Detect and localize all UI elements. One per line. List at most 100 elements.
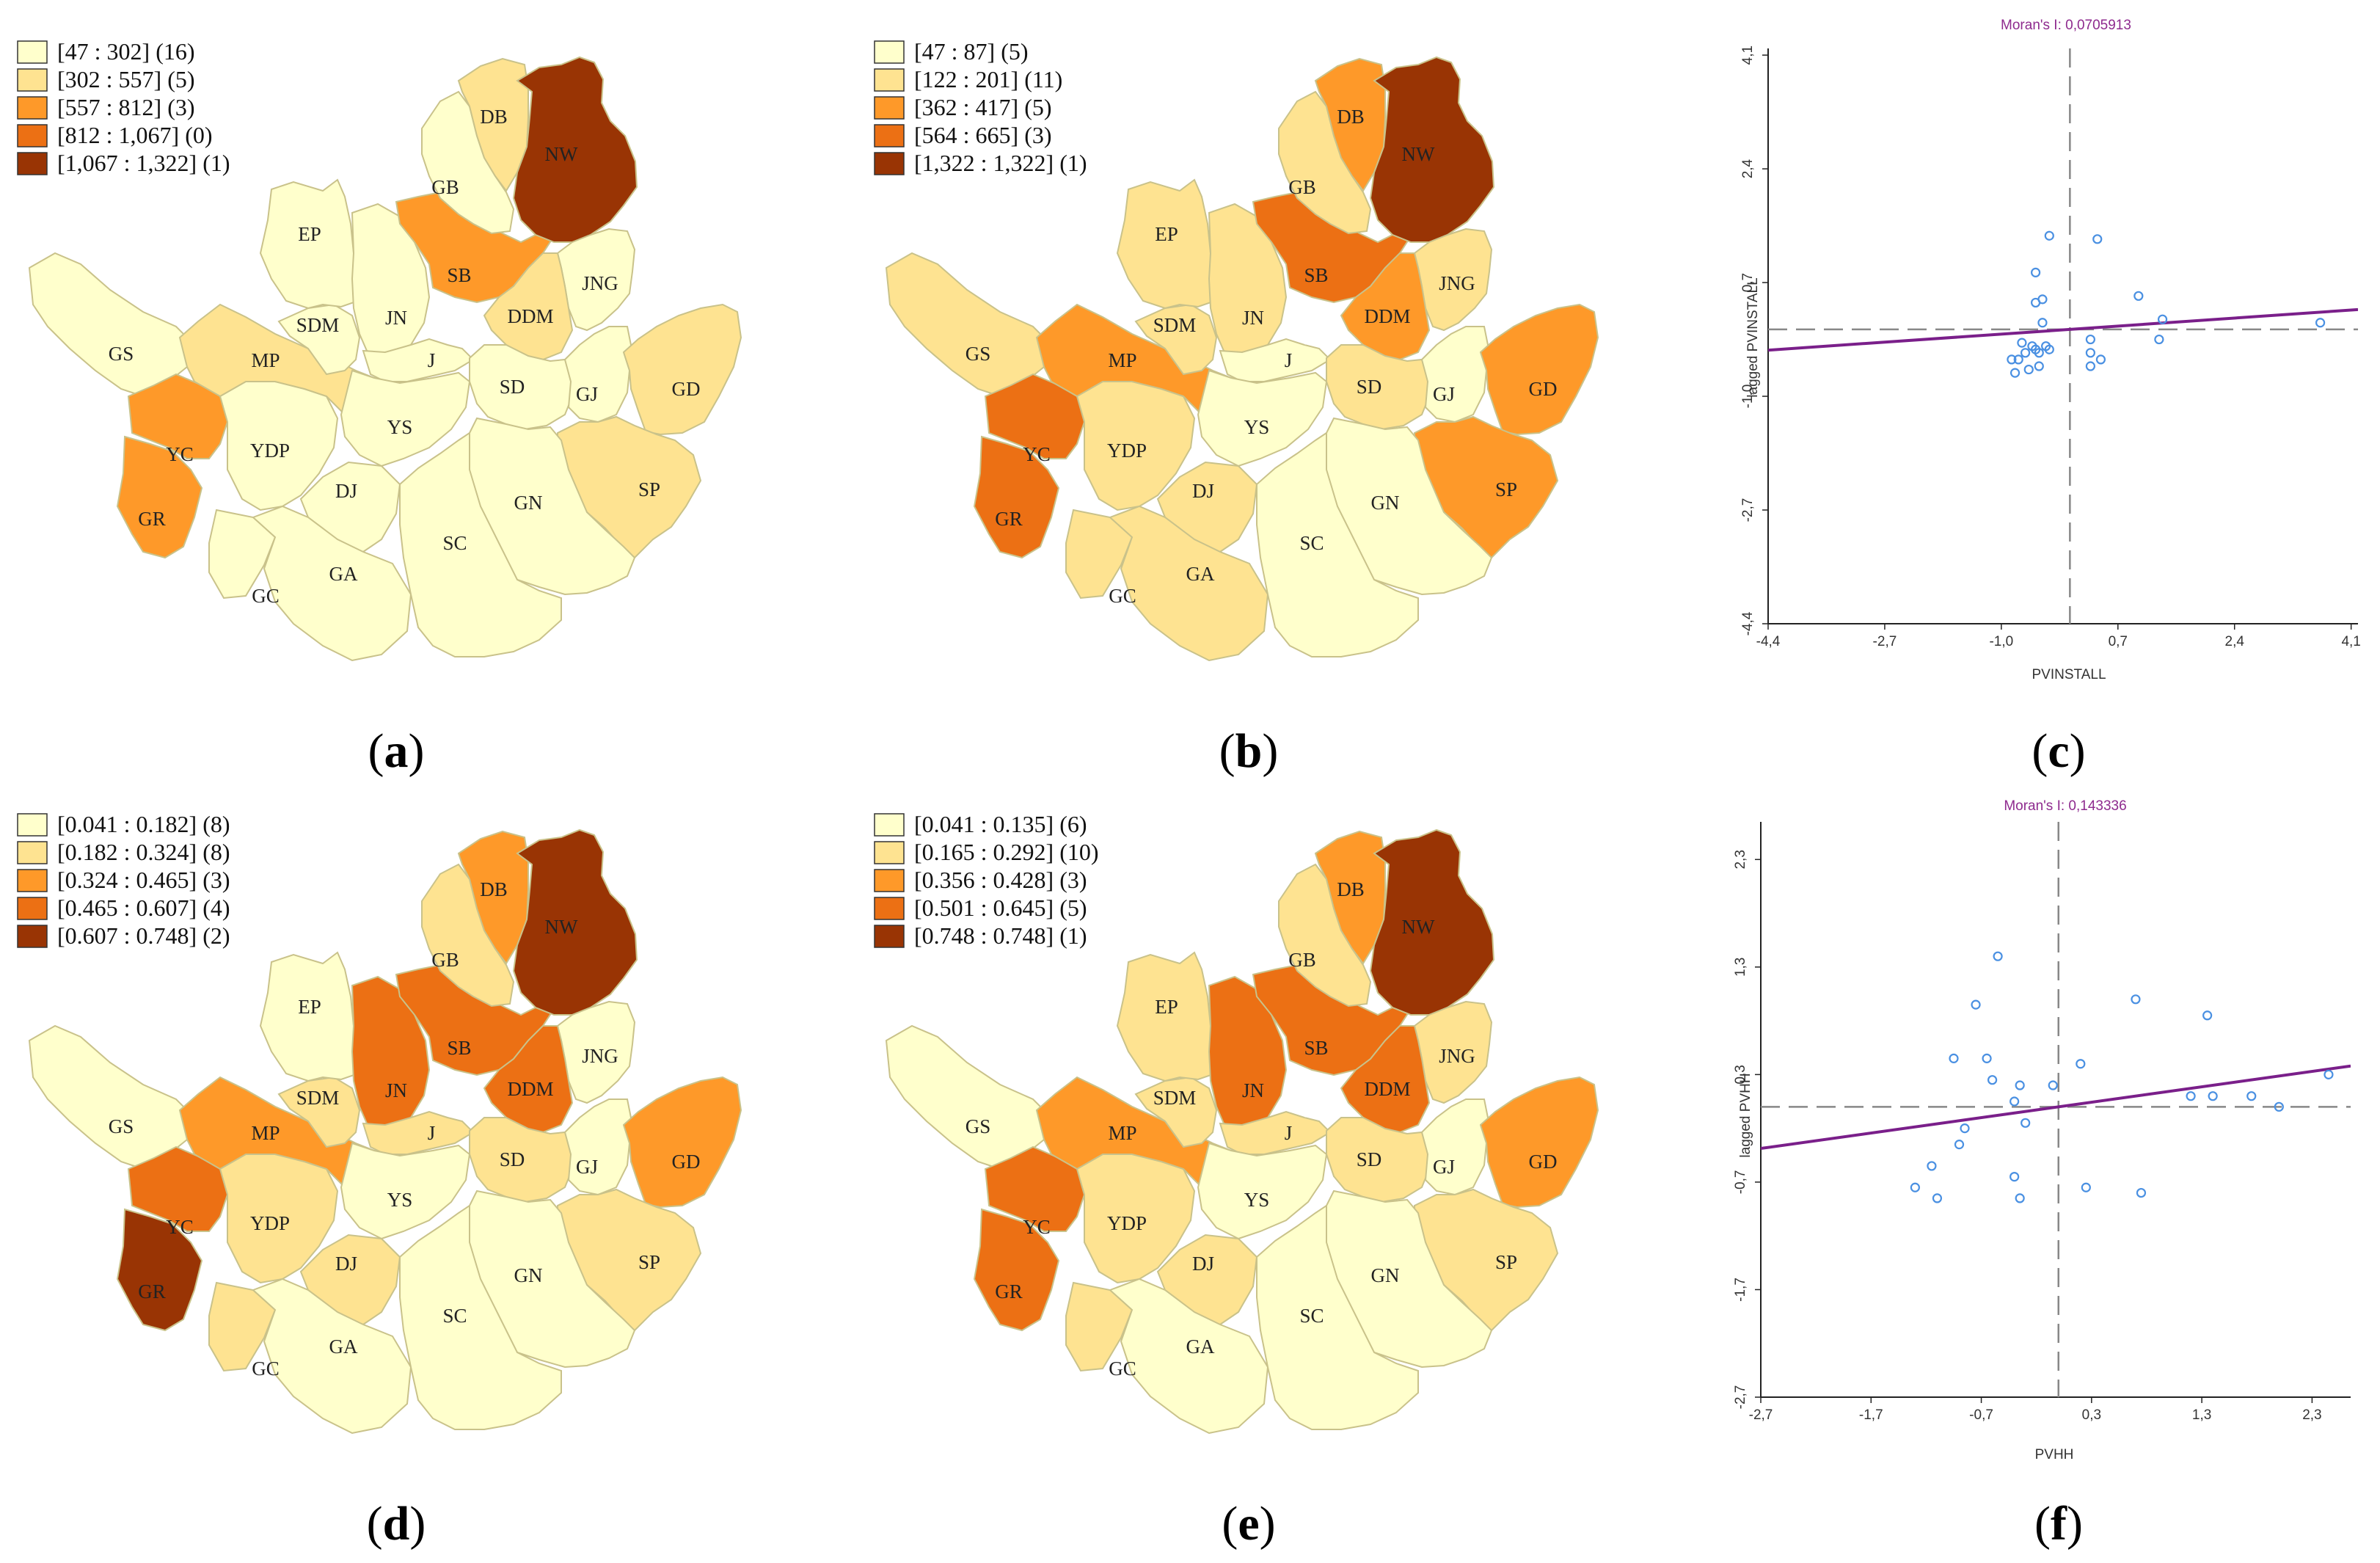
scatter-point bbox=[2023, 364, 2034, 375]
district-nw bbox=[1369, 56, 1495, 243]
district-label-ga: GA bbox=[1186, 1336, 1215, 1358]
district-gs bbox=[28, 1024, 196, 1170]
scatter-point bbox=[2136, 1187, 2147, 1198]
district-ddm bbox=[1340, 1025, 1431, 1134]
district-label-gj: GJ bbox=[576, 1156, 598, 1178]
district-label-sdm: SDM bbox=[1153, 1087, 1197, 1109]
legend-label: [302 : 557] (5) bbox=[57, 66, 195, 92]
district-label-dj: DJ bbox=[1192, 480, 1214, 502]
y-tick-label: 0,7 bbox=[1740, 273, 1756, 292]
district-sdm bbox=[277, 1076, 361, 1148]
y-axis-label: lagged PVINSTALL bbox=[1745, 277, 1761, 397]
district-nw bbox=[512, 828, 638, 1016]
scatter-point bbox=[1960, 1123, 1970, 1134]
district-label-ep: EP bbox=[298, 996, 321, 1018]
legend-swatch bbox=[17, 841, 48, 864]
district-label-sb: SB bbox=[447, 1037, 471, 1059]
caption-f: (f) bbox=[2034, 1497, 2083, 1551]
district-label-yc: YC bbox=[1023, 443, 1051, 465]
regression-line bbox=[1761, 1064, 2351, 1151]
x-tick-label: -2,7 bbox=[1749, 1407, 1773, 1423]
scatter-point bbox=[2092, 234, 2103, 244]
legend-swatch bbox=[17, 96, 48, 120]
scatter-point bbox=[2041, 341, 2051, 351]
legend-swatch bbox=[17, 897, 48, 920]
caption-c: (c) bbox=[2032, 724, 2085, 778]
district-ga bbox=[1109, 1278, 1269, 1435]
district-label-gc: GC bbox=[1109, 585, 1136, 607]
legend-swatch bbox=[874, 96, 905, 120]
scatter-point bbox=[2015, 1193, 2025, 1203]
district-label-dj: DJ bbox=[1192, 1253, 1214, 1275]
svg-text:(e): (e) bbox=[1222, 1497, 1275, 1551]
moran-title: Moran's I: 0,0705913 bbox=[2001, 18, 2131, 33]
x-tick-label: 2,3 bbox=[2302, 1407, 2321, 1423]
district-label-sb: SB bbox=[447, 264, 471, 286]
legend-label: [0.041 : 0.182] (8) bbox=[57, 811, 230, 837]
district-label-ydp: YDP bbox=[1107, 440, 1147, 462]
legend-label: [0.465 : 0.607] (4) bbox=[57, 895, 230, 921]
district-gj bbox=[563, 1099, 632, 1196]
district-label-ddm: DDM bbox=[1364, 305, 1410, 327]
district-ddm bbox=[483, 1025, 574, 1134]
legend-swatch bbox=[874, 40, 905, 64]
district-label-gr: GR bbox=[138, 1280, 166, 1302]
district-label-sp: SP bbox=[1495, 1251, 1517, 1273]
district-gr bbox=[116, 1208, 203, 1332]
district-ga bbox=[252, 1278, 412, 1435]
district-sc bbox=[399, 1204, 562, 1430]
choropleth-map-d: GS YC GR GC YDP DJ GA MP SDM EP JN J YS SB GB DB NW JNG DD… bbox=[17, 811, 742, 1435]
legend-label: [812 : 1,067] (0) bbox=[57, 122, 213, 148]
legend-label: [47 : 302] (16) bbox=[57, 38, 195, 65]
district-label-sd: SD bbox=[500, 376, 525, 398]
legend-swatch bbox=[17, 813, 48, 837]
scatter-point bbox=[2131, 994, 2141, 1005]
y-tick-label: -0,7 bbox=[1733, 1170, 1748, 1195]
district-gb bbox=[1278, 863, 1372, 1008]
district-label-jn: JN bbox=[1242, 1079, 1264, 1101]
y-tick-label: 1,3 bbox=[1733, 958, 1748, 977]
district-label-yc: YC bbox=[1023, 1216, 1051, 1238]
y-tick-label: -4,4 bbox=[1740, 611, 1756, 635]
scatter-point bbox=[2154, 334, 2164, 345]
district-label-jng: JNG bbox=[1439, 272, 1475, 294]
district-label-ep: EP bbox=[298, 223, 321, 245]
district-ddm bbox=[483, 252, 574, 361]
caption-letter: d bbox=[383, 1497, 410, 1551]
x-tick-label: 2,4 bbox=[2225, 634, 2245, 649]
scatter-point bbox=[2044, 230, 2054, 241]
district-label-sp: SP bbox=[638, 1251, 660, 1273]
district-label-j: J bbox=[428, 1122, 436, 1144]
svg-text:(f): (f) bbox=[2034, 1497, 2083, 1551]
district-ddm bbox=[1340, 252, 1431, 361]
district-gj bbox=[563, 326, 632, 423]
district-gb bbox=[421, 90, 515, 235]
district-ys bbox=[340, 1142, 471, 1240]
scatter-point bbox=[2085, 361, 2095, 371]
district-label-gr: GR bbox=[995, 508, 1023, 530]
district-label-gn: GN bbox=[514, 1264, 543, 1286]
district-ga bbox=[252, 505, 412, 662]
district-gr bbox=[973, 435, 1060, 559]
district-sdm bbox=[1134, 303, 1218, 376]
district-yc bbox=[984, 1145, 1086, 1232]
y-tick-label: -2,7 bbox=[1733, 1385, 1748, 1410]
district-label-jng: JNG bbox=[582, 1045, 618, 1067]
district-label-gj: GJ bbox=[576, 383, 598, 405]
scatter-point bbox=[1954, 1140, 1965, 1150]
district-label-gs: GS bbox=[109, 343, 134, 365]
caption-letter: e bbox=[1238, 1497, 1259, 1551]
scatter-point bbox=[1927, 1161, 1937, 1171]
district-gd bbox=[1479, 1076, 1599, 1209]
district-label-sdm: SDM bbox=[296, 314, 340, 336]
scatter-point bbox=[1987, 1075, 1998, 1085]
district-label-jng: JNG bbox=[582, 272, 618, 294]
district-label-jn: JN bbox=[385, 307, 407, 329]
scatter-point bbox=[2034, 348, 2044, 358]
district-label-sb: SB bbox=[1304, 1037, 1328, 1059]
district-label-gn: GN bbox=[514, 492, 543, 514]
district-label-j: J bbox=[1285, 349, 1293, 371]
district-label-db: DB bbox=[1337, 878, 1365, 900]
regression-line bbox=[1768, 307, 2358, 352]
